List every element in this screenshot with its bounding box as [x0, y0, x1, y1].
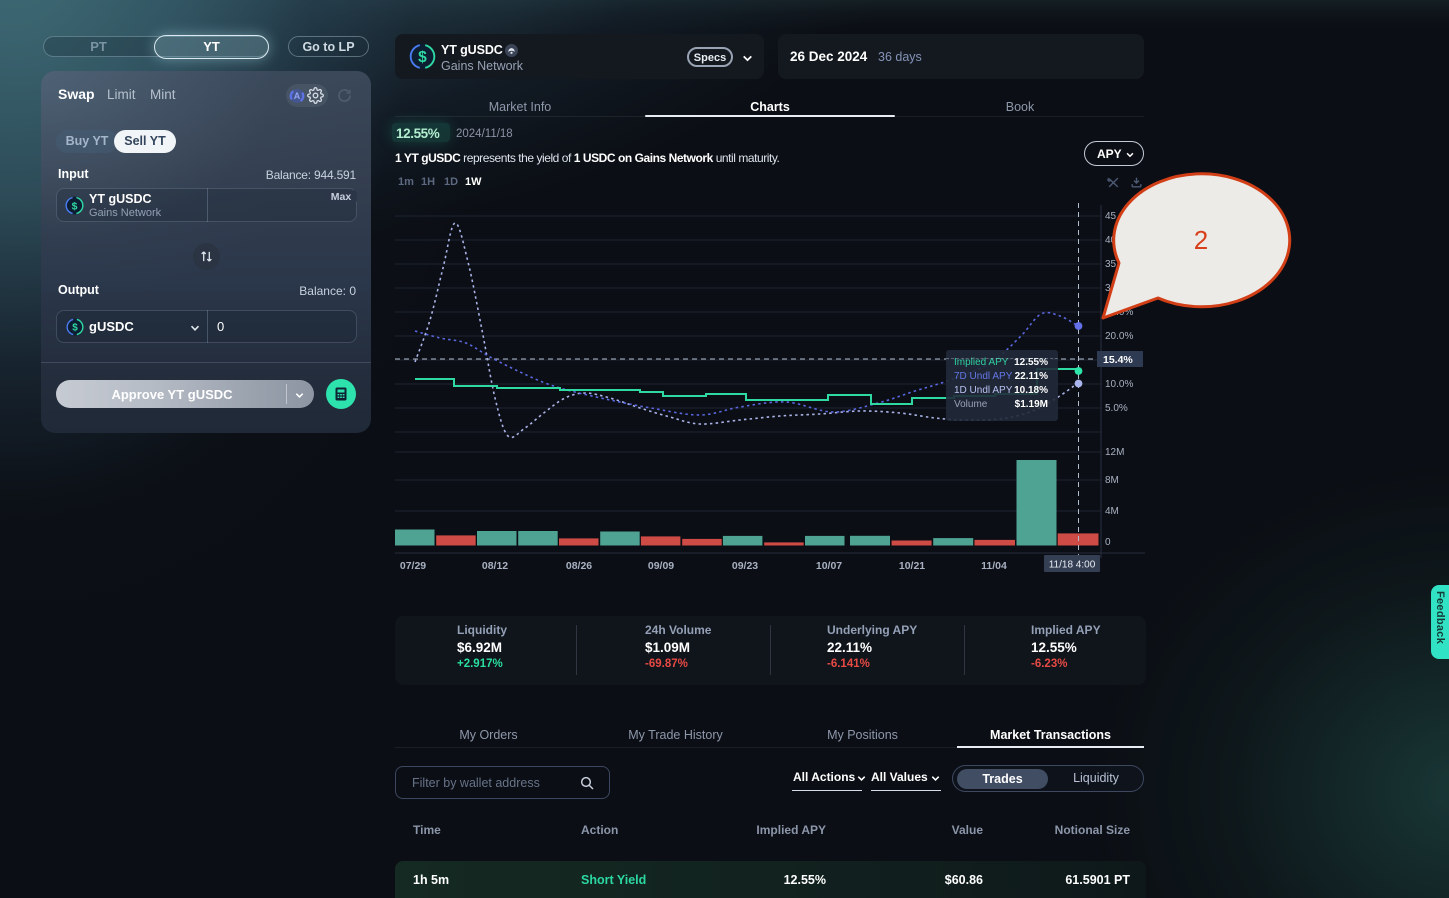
svg-text:11/18 4:00: 11/18 4:00 [1049, 560, 1096, 571]
svg-text:5.0%: 5.0% [1105, 403, 1128, 414]
svg-text:15.4%: 15.4% [1103, 354, 1133, 366]
svg-text:$: $ [72, 323, 78, 334]
svg-text:A: A [294, 91, 301, 101]
svg-text:11/04: 11/04 [981, 560, 1007, 572]
svg-text:08/12: 08/12 [482, 560, 508, 572]
svg-text:$: $ [72, 201, 78, 212]
svg-text:08/26: 08/26 [566, 560, 592, 572]
svg-text:07/29: 07/29 [400, 560, 426, 572]
svg-text:12M: 12M [1105, 447, 1124, 458]
svg-text:8M: 8M [1105, 475, 1119, 486]
svg-text:10/07: 10/07 [816, 560, 842, 572]
svg-text:20.0%: 20.0% [1105, 331, 1133, 342]
svg-text:09/23: 09/23 [732, 560, 758, 572]
svg-text:0: 0 [1105, 537, 1111, 548]
svg-text:10.0%: 10.0% [1105, 379, 1133, 390]
svg-text:10/21: 10/21 [899, 560, 925, 572]
svg-text:09/09: 09/09 [648, 560, 674, 572]
svg-text:$: $ [418, 49, 427, 66]
svg-text:4M: 4M [1105, 506, 1119, 517]
svg-text:2: 2 [1194, 225, 1208, 255]
